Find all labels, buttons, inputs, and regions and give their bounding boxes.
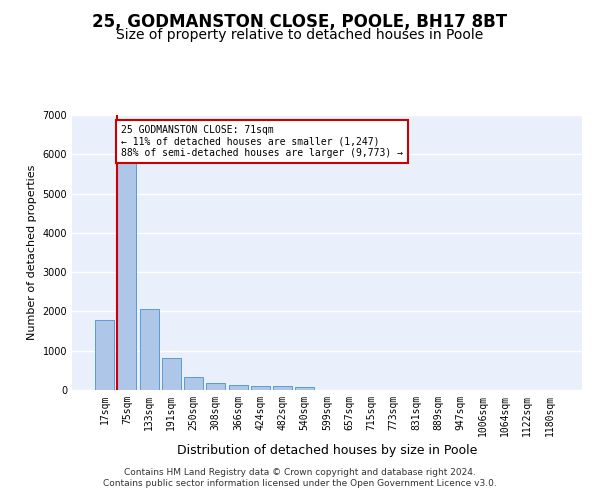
Y-axis label: Number of detached properties: Number of detached properties	[27, 165, 37, 340]
Bar	[273, 386, 292, 390]
Bar	[140, 309, 158, 390]
Bar	[184, 376, 203, 390]
Bar	[162, 358, 181, 390]
Bar	[229, 386, 248, 390]
Bar	[118, 163, 136, 390]
Text: Size of property relative to detached houses in Poole: Size of property relative to detached ho…	[116, 28, 484, 42]
Text: Contains HM Land Registry data © Crown copyright and database right 2024.
Contai: Contains HM Land Registry data © Crown c…	[103, 468, 497, 487]
Bar	[95, 320, 114, 390]
Text: 25, GODMANSTON CLOSE, POOLE, BH17 8BT: 25, GODMANSTON CLOSE, POOLE, BH17 8BT	[92, 12, 508, 30]
Bar	[206, 382, 225, 390]
Bar	[251, 386, 270, 390]
Bar	[295, 387, 314, 390]
Text: 25 GODMANSTON CLOSE: 71sqm
← 11% of detached houses are smaller (1,247)
88% of s: 25 GODMANSTON CLOSE: 71sqm ← 11% of deta…	[121, 125, 403, 158]
X-axis label: Distribution of detached houses by size in Poole: Distribution of detached houses by size …	[177, 444, 477, 458]
